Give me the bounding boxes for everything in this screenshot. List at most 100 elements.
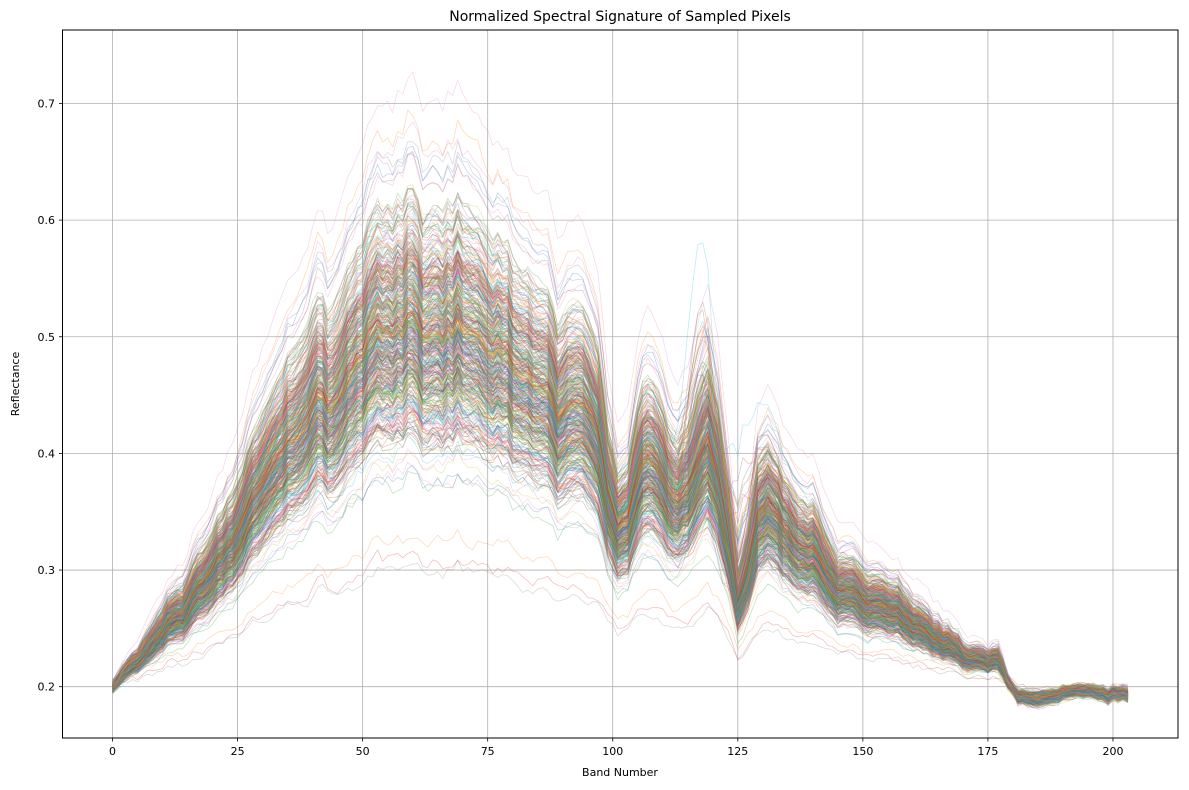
spectrum-line (112, 205, 1129, 705)
y-tick-label: 0.5 (38, 331, 56, 344)
spectrum-line (112, 366, 1129, 702)
spectrum-line (112, 208, 1129, 702)
spectrum-line (112, 273, 1129, 706)
spectrum-line (112, 249, 1129, 701)
x-tick-label: 75 (481, 745, 495, 758)
spectrum-line (112, 404, 1128, 700)
spectrum-line (112, 352, 1129, 701)
spectrum-line (112, 240, 1129, 701)
spectrum-line (112, 303, 1129, 699)
spectrum-line (112, 336, 1129, 703)
spectrum-line (112, 332, 1129, 703)
spectrum-line (112, 369, 1129, 699)
spectrum-line (112, 380, 1129, 702)
spectrum-line (112, 269, 1129, 699)
spectrum-line (112, 229, 1129, 708)
spectrum-line (112, 286, 1129, 702)
x-tick-label: 175 (977, 745, 998, 758)
spectrum-line (112, 431, 1129, 700)
spectrum-line (112, 386, 1129, 697)
spectrum-line (112, 368, 1129, 699)
spectrum-line (112, 352, 1129, 700)
spectrum-line (112, 332, 1129, 695)
y-axis-label: Reflectance (9, 352, 22, 417)
spectrum-line (112, 428, 1129, 693)
spectrum-line (112, 302, 1129, 699)
spectrum-line (112, 388, 1129, 698)
y-tick-label: 0.7 (38, 97, 56, 110)
spectrum-line (112, 353, 1129, 698)
spectrum-line (112, 373, 1129, 703)
spectrum-line (112, 363, 1129, 701)
spectrum-line (112, 262, 1129, 704)
spectrum-line (112, 360, 1129, 705)
x-tick-label: 100 (602, 745, 623, 758)
spectrum-line (112, 400, 1129, 694)
spectrum-line (112, 329, 1129, 701)
spectrum-line (112, 348, 1129, 703)
spectrum-line (112, 355, 1129, 700)
spectrum-line (112, 299, 1129, 702)
spectrum-line (112, 336, 1129, 701)
spectrum-line (112, 311, 1129, 701)
spectrum-line (112, 394, 1129, 694)
spectrum-line (112, 309, 1129, 706)
spectrum-line (112, 284, 1129, 706)
spectrum-line (112, 224, 1129, 705)
spectrum-line (112, 313, 1129, 703)
spectrum-line (112, 358, 1129, 703)
spectrum-line (112, 265, 1129, 705)
spectrum-line (112, 307, 1129, 705)
spectrum-line (112, 402, 1129, 699)
spectrum-line (112, 372, 1129, 700)
spectrum-line (112, 329, 1129, 701)
spectrum-line (112, 247, 1129, 701)
spectrum-line (112, 291, 1129, 704)
spectrum-line (112, 338, 1129, 699)
spectrum-line (112, 302, 1128, 703)
spectrum-line (112, 363, 1129, 699)
spectrum-line (112, 263, 1129, 707)
spectrum-line (112, 300, 1129, 705)
spectrum-line (112, 384, 1129, 698)
spectrum-line (112, 356, 1129, 698)
spectrum-line (112, 364, 1129, 700)
spectrum-line (112, 304, 1129, 701)
spectrum-line (112, 318, 1129, 699)
spectrum-line (112, 291, 1129, 702)
spectrum-line (112, 356, 1129, 698)
spectrum-line (112, 258, 1129, 700)
spectrum-line (112, 352, 1129, 699)
spectrum-line (112, 411, 1129, 700)
spectrum-line (112, 369, 1129, 699)
spectrum-line (112, 375, 1129, 702)
spectrum-line (112, 301, 1129, 697)
spectrum-line (112, 251, 1129, 701)
spectrum-line (112, 271, 1129, 703)
x-tick-label: 25 (231, 745, 245, 758)
spectrum-line (112, 426, 1129, 698)
spectrum-line (112, 344, 1129, 701)
spectrum-line (112, 234, 1129, 704)
spectrum-line (112, 215, 1129, 702)
spectrum-line (112, 336, 1129, 695)
spectrum-line (112, 322, 1129, 700)
spectrum-line (112, 294, 1129, 702)
spectrum-line (112, 327, 1129, 702)
x-axis-label: Band Number (582, 766, 658, 779)
spectrum-line (112, 335, 1129, 699)
spectrum-line (112, 279, 1128, 702)
spectrum-line (112, 368, 1129, 701)
spectrum-line (112, 293, 1129, 701)
spectrum-line (112, 277, 1129, 699)
spectrum-line (112, 187, 1129, 708)
spectrum-line (112, 372, 1129, 701)
spectrum-line (112, 296, 1129, 699)
y-tick-label: 0.4 (38, 447, 56, 460)
spectrum-line (112, 386, 1129, 700)
spectra-lines (112, 71, 1129, 710)
x-tick-label: 150 (852, 745, 873, 758)
spectrum-line (112, 327, 1129, 698)
